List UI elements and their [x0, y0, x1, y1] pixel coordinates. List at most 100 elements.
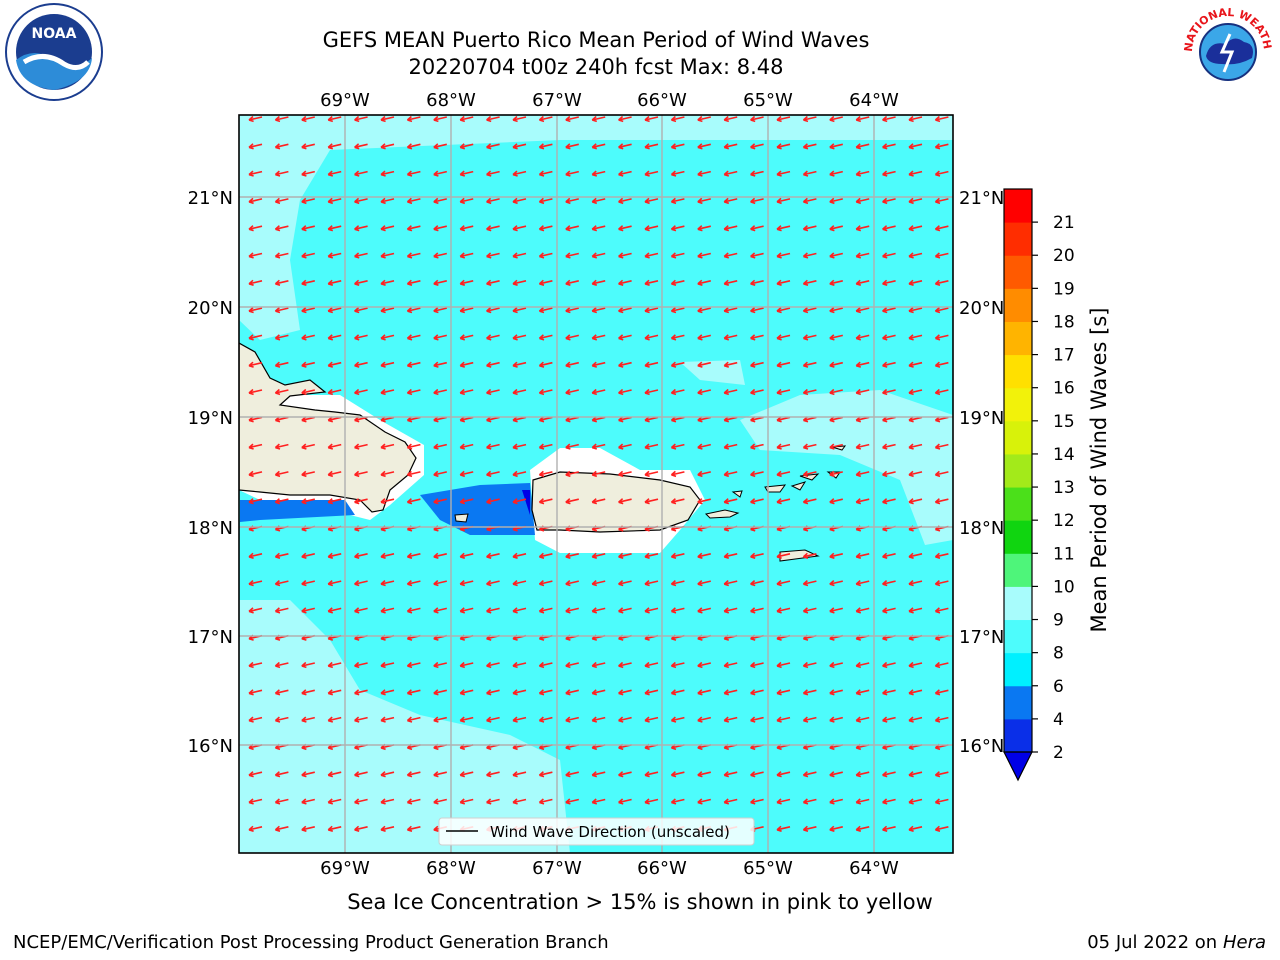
wind-wave-arrow	[380, 279, 395, 286]
wind-wave-arrow	[301, 115, 315, 123]
wind-wave-arrow	[565, 306, 579, 314]
wind-wave-arrow	[802, 279, 817, 286]
wind-wave-arrow	[618, 170, 632, 177]
colorbar: 2 4 6 8 9 10 11 12 13 14 15 16 17 18 19 20 21	[1003, 188, 1075, 782]
wind-wave-arrow	[512, 252, 527, 259]
wind-wave-arrow	[618, 306, 632, 314]
wind-wave-arrow	[776, 334, 791, 341]
wind-wave-arrow	[486, 607, 500, 614]
wind-wave-arrow	[723, 579, 738, 587]
wind-wave-arrow	[934, 170, 949, 177]
wind-wave-arrow	[406, 771, 421, 778]
wind-wave-arrow	[644, 579, 659, 587]
wind-wave-arrow	[512, 798, 527, 805]
wind-wave-arrow	[565, 334, 579, 341]
lon-label-bottom: 69°W	[320, 858, 370, 879]
wind-wave-arrow	[538, 771, 553, 778]
wind-wave-arrow	[934, 798, 949, 805]
wind-wave-arrow	[274, 143, 289, 150]
wind-wave-arrow	[644, 607, 659, 614]
wind-wave-arrow	[882, 225, 896, 232]
wind-wave-arrow	[486, 143, 500, 150]
wind-wave-arrow	[274, 170, 289, 177]
wind-wave-arrow	[433, 798, 447, 805]
wind-wave-arrow	[248, 825, 263, 832]
wind-wave-arrow	[327, 825, 342, 832]
wind-wave-arrow	[459, 689, 474, 696]
wind-wave-arrow	[301, 716, 315, 723]
wind-wave-arrow	[855, 798, 870, 805]
wind-wave-arrow	[750, 689, 764, 696]
wind-wave-arrow	[802, 470, 817, 478]
wind-wave-arrow	[565, 388, 579, 396]
wind-wave-arrow	[301, 334, 315, 341]
wind-wave-arrow	[934, 306, 949, 314]
wind-wave-arrow	[512, 334, 527, 341]
wind-wave-arrow	[486, 279, 500, 286]
wind-wave-arrow	[274, 579, 289, 587]
wind-wave-arrow	[301, 361, 315, 368]
wind-wave-arrow	[829, 716, 843, 723]
wind-wave-arrow	[776, 197, 791, 205]
wind-wave-arrow	[406, 170, 421, 177]
wind-wave-arrow	[697, 771, 711, 778]
wind-wave-arrow	[908, 552, 923, 559]
ocean-period-2-4-mona	[420, 483, 535, 535]
wind-wave-arrow	[697, 716, 711, 723]
wind-wave-arrow	[855, 607, 870, 614]
colorbar-tick-label: 8	[1053, 644, 1064, 664]
wind-wave-arrow	[433, 252, 447, 259]
wind-wave-arrow	[855, 579, 870, 587]
wind-wave-arrow	[882, 388, 896, 396]
wind-wave-arrow	[750, 498, 764, 505]
wind-wave-arrow	[776, 661, 791, 669]
wind-wave-arrow	[512, 771, 527, 778]
wind-wave-arrow	[882, 334, 896, 341]
wind-wave-arrow	[274, 334, 289, 341]
wind-wave-arrow	[380, 334, 395, 341]
wind-wave-arrow	[327, 115, 342, 123]
wind-wave-arrow	[776, 825, 791, 832]
wind-wave-arrow	[380, 306, 395, 314]
colorbar-tick-label: 2	[1053, 743, 1064, 763]
wind-wave-arrow	[591, 798, 606, 805]
wind-wave-arrow	[433, 470, 447, 478]
wind-wave-arrow	[802, 170, 817, 177]
wind-wave-arrow	[802, 716, 817, 723]
wind-wave-arrow	[934, 552, 949, 559]
colorbar-segment	[1004, 387, 1032, 422]
wind-wave-arrow	[486, 579, 500, 587]
wind-wave-arrow	[591, 661, 606, 669]
wind-wave-arrow	[327, 716, 342, 723]
wind-wave-arrow	[723, 279, 738, 286]
wind-wave-arrow	[433, 388, 447, 396]
wind-wave-arrow	[565, 579, 579, 587]
wind-wave-arrow	[301, 170, 315, 177]
wind-wave-arrow	[829, 279, 843, 286]
wind-wave-arrow	[591, 607, 606, 614]
wind-wave-arrow	[406, 143, 421, 150]
wind-wave-arrow	[565, 197, 579, 205]
wind-wave-arrow	[882, 443, 896, 450]
wind-wave-arrow	[882, 825, 896, 832]
colorbar-tick-label: 16	[1053, 379, 1075, 399]
wind-wave-arrow	[274, 470, 289, 478]
lat-label-left: 18°N	[188, 518, 233, 539]
wind-wave-arrow	[644, 470, 659, 478]
wind-wave-arrow	[248, 279, 263, 286]
wind-wave-arrow	[538, 361, 553, 368]
wind-wave-arrow	[301, 143, 315, 150]
wind-wave-arrow	[882, 115, 896, 123]
wind-wave-arrow	[644, 334, 659, 341]
wind-wave-arrow	[670, 252, 685, 259]
wind-wave-arrow	[670, 579, 685, 587]
wind-wave-arrow	[354, 443, 368, 450]
wind-wave-arrow	[882, 798, 896, 805]
wind-wave-arrow	[670, 334, 685, 341]
wind-wave-arrow	[697, 170, 711, 177]
wind-wave-arrow	[327, 225, 342, 232]
wind-wave-arrow	[327, 170, 342, 177]
wind-wave-arrow	[723, 771, 738, 778]
wind-wave-arrow	[855, 143, 870, 150]
wind-wave-arrow	[670, 306, 685, 314]
